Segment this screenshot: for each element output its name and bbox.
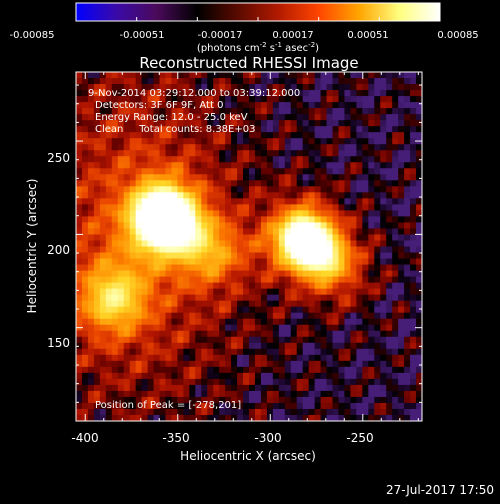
x-tick-labels: -400 -350 -300 -250	[71, 431, 373, 445]
info-detectors: Detectors: 3F 6F 9F, Att 0	[95, 100, 223, 111]
x-tick-label: -400	[71, 431, 98, 445]
x-tick-label: -300	[254, 431, 281, 445]
colorbar-tick-labels: -0.00085 -0.00051 -0.00017 0.00017 0.000…	[10, 30, 479, 41]
y-axis-label: Heliocentric Y (arcsec)	[25, 179, 39, 314]
colorbar-units: (photons cm-2 s-1 asec-2)	[197, 41, 319, 54]
peak-position-text: Position of Peak = [-278,201]	[95, 400, 241, 411]
colorbar-tick-label: 0.00085	[437, 30, 478, 41]
observation-info: 9-Nov-2014 03:29:12.000 to 03:39:12.000 …	[88, 88, 300, 135]
colorbar-tick-label: -0.00085	[10, 30, 55, 41]
footer-timestamp: 27-Jul-2017 17:50	[386, 483, 494, 497]
x-axis-label: Heliocentric X (arcsec)	[180, 449, 316, 463]
y-tick-label: 200	[47, 243, 70, 257]
colorbar-tick-label: -0.00051	[120, 30, 165, 41]
x-tick-label: -350	[162, 431, 189, 445]
image-frame	[75, 71, 423, 422]
axis-ticks	[76, 72, 422, 421]
colorbar-tick-label: 0.00051	[347, 30, 388, 41]
y-tick-labels: 150 200 250	[47, 151, 70, 350]
colorbar-tick-label: -0.00017	[198, 30, 243, 41]
colorbar-ticks	[75, 17, 441, 21]
info-energy-range: Energy Range: 12.0 - 25.0 keV	[95, 112, 248, 123]
rhessi-image-heatmap	[76, 72, 422, 421]
y-tick-label: 150	[47, 336, 70, 350]
colorbar-tick-label: 0.00017	[272, 30, 313, 41]
x-tick-label: -250	[346, 431, 373, 445]
info-time-range: 9-Nov-2014 03:29:12.000 to 03:39:12.000	[88, 88, 300, 99]
y-tick-label: 250	[47, 151, 70, 165]
image-title: Reconstructed RHESSI Image	[139, 54, 358, 72]
info-total-counts: Clean Total counts: 8.38E+03	[95, 124, 255, 135]
